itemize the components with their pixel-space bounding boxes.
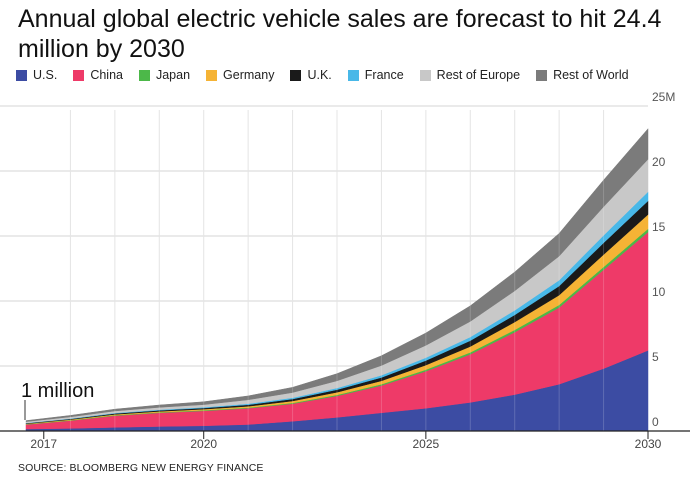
chart-title: Annual global electric vehicle sales are…	[18, 5, 662, 63]
legend-swatch	[536, 69, 548, 81]
legend-swatch	[138, 69, 150, 81]
legend-swatch	[16, 69, 27, 81]
legend-item: U.K.	[290, 68, 332, 82]
legend-swatch	[206, 69, 218, 81]
source-note: SOURCE: BLOOMBERG NEW ENERGY FINANCE	[18, 462, 264, 474]
legend-item: Germany	[206, 68, 274, 82]
x-tick-label: 2020	[190, 437, 217, 451]
legend-label: Japan	[155, 68, 191, 82]
y-tick-label: 5	[652, 350, 659, 364]
legend-item: France	[347, 68, 404, 82]
legend-item: Rest of Europe	[419, 68, 521, 82]
x-tick-label: 2017	[30, 437, 57, 451]
legend-item: U.S.	[16, 68, 57, 82]
x-tick-label: 2025	[413, 437, 440, 451]
y-tick-label: 10	[652, 285, 666, 299]
y-tick-label: 25M	[652, 90, 675, 104]
y-tick-label: 20	[652, 155, 666, 169]
legend-label: U.K.	[307, 68, 332, 82]
legend-label: China	[90, 68, 123, 82]
legend-label: Germany	[223, 68, 275, 82]
legend-item: Rest of World	[536, 68, 629, 82]
y-tick-label: 0	[652, 415, 659, 429]
x-tick-label: 2030	[635, 437, 662, 451]
legend-item: China	[73, 68, 123, 82]
legend-label: France	[364, 68, 404, 82]
stacked-area-chart: 0 5 10 15 20 25M 2017 2020 2025 2030 1 million	[0, 90, 690, 451]
chart-legend: U.S. China Japan Germany U.K. France Rest of E…	[16, 68, 645, 82]
legend-item: Japan	[138, 68, 191, 82]
legend-label: U.S.	[33, 68, 58, 82]
legend-swatch	[73, 69, 85, 81]
annotation-label: 1 million	[21, 380, 94, 402]
y-tick-label: 15	[652, 220, 666, 234]
area-series-rest-of-world	[25, 128, 649, 422]
legend-swatch	[347, 69, 359, 81]
legend-label: Rest of World	[553, 68, 629, 82]
legend-swatch	[419, 69, 431, 81]
legend-swatch	[290, 69, 302, 81]
legend-label: Rest of Europe	[436, 68, 521, 82]
